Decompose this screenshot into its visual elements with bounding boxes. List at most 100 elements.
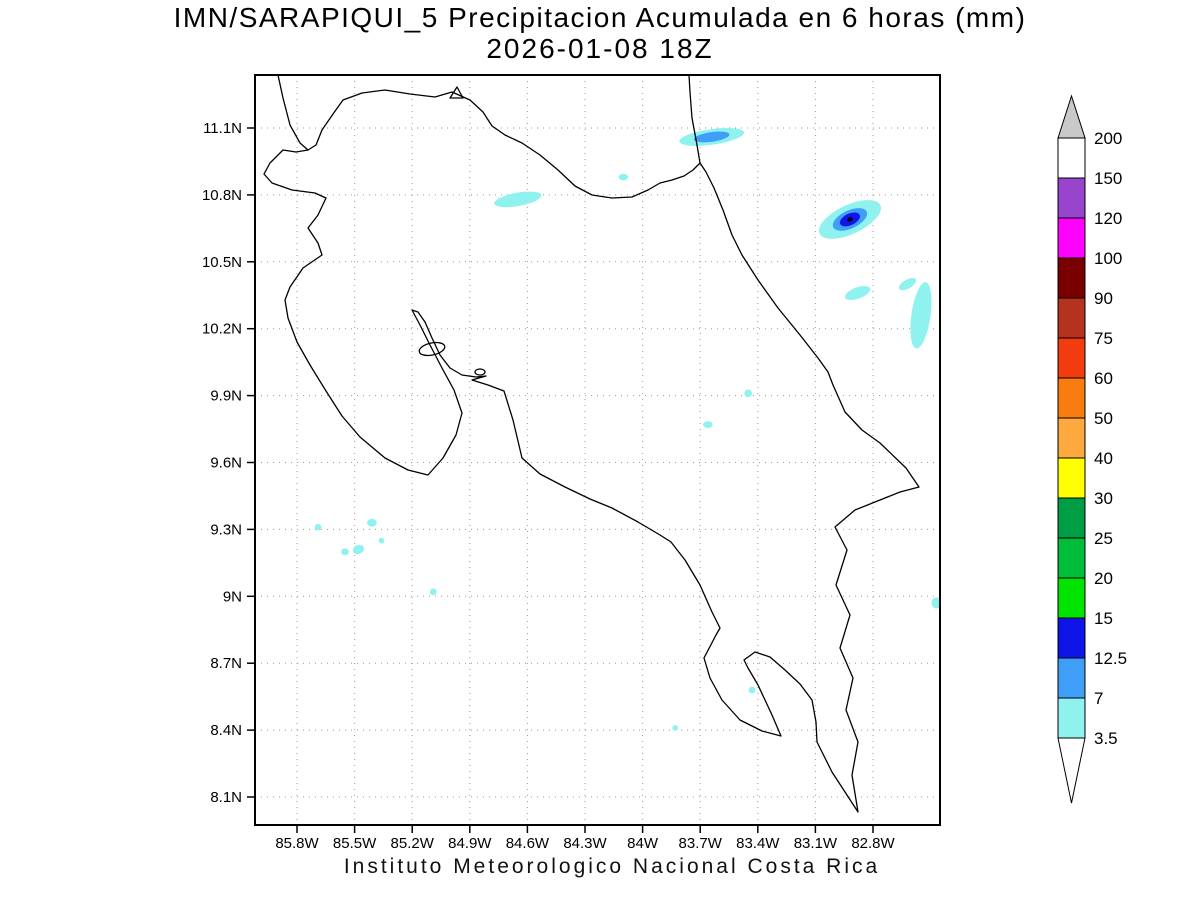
plot-frame [254, 74, 941, 826]
x-tick-label: 85.2W [391, 835, 435, 852]
axis-ticks [247, 127, 874, 833]
x-axis-labels: 85.8W 85.5W 85.2W 84.9W 84.6W 84.3W 84W 83.7W 83… [275, 835, 895, 852]
x-tick-label: 84.9W [448, 835, 492, 852]
precip-cell [910, 282, 932, 349]
colorbar-under-triangle [1057, 737, 1086, 804]
precip-cell [367, 518, 377, 527]
precip-level-2 [693, 131, 730, 143]
precip-cell [818, 200, 882, 239]
colorbar-label: 50 [1094, 409, 1113, 428]
y-tick-label: 9.6N [210, 455, 242, 472]
colorbar-segment [1057, 457, 1086, 499]
x-tick-label: 84.3W [563, 835, 607, 852]
colorbar-label: 25 [1094, 529, 1113, 548]
x-tick-label: 84.6W [506, 835, 550, 852]
colorbar-segment [1057, 297, 1086, 339]
precip-level-1 [844, 286, 871, 300]
y-tick-label: 9.3N [210, 521, 242, 538]
colorbar-label: 40 [1094, 449, 1113, 468]
footer-caption: Instituto Meteorologico Nacional Costa R… [343, 855, 881, 878]
precip-level-1 [703, 421, 713, 428]
plot-valid-time: 2026-01-08 18Z [486, 33, 714, 64]
colorbar-label: 90 [1094, 289, 1113, 308]
precip-level-1 [429, 588, 437, 596]
colorbar-segment [1057, 177, 1086, 219]
colorbar-label: 3.5 [1094, 729, 1118, 748]
x-tick-label: 82.8W [851, 835, 895, 852]
x-tick-label: 85.5W [333, 835, 377, 852]
colorbar-label: 7 [1094, 689, 1103, 708]
colorbar-segment [1057, 497, 1086, 539]
colorbar-segment [1057, 217, 1086, 259]
small-island-outline [474, 368, 486, 376]
precip-cell [341, 548, 349, 556]
precip-level-1 [341, 548, 349, 556]
isla-chira-outline [418, 341, 446, 357]
y-tick-label: 9.9N [210, 388, 242, 405]
colorbar-segment [1057, 137, 1086, 179]
precip-level-1 [748, 686, 756, 694]
precip-cell [429, 588, 437, 596]
colorbar-label: 15 [1094, 609, 1113, 628]
precip-cell [898, 277, 917, 291]
precip-level-1 [367, 518, 377, 527]
precip-cell [748, 686, 756, 694]
colorbar-label: 75 [1094, 329, 1113, 348]
precip-max-marker [847, 217, 853, 222]
colorbar-segment [1057, 537, 1086, 579]
colorbar-label: 60 [1094, 369, 1113, 388]
x-tick-label: 83.1W [794, 835, 838, 852]
colorbar: 200 150 120 100 90 75 60 50 40 30 25 20 15 12.5 7 3.5 [1057, 94, 1127, 804]
coastline-costa-rica [263, 74, 920, 813]
y-tick-label: 11.1N [203, 120, 242, 137]
precip-cell [703, 421, 713, 428]
y-tick-label: 8.7N [210, 655, 242, 672]
colorbar-segment [1057, 337, 1086, 379]
y-tick-label: 10.5N [202, 254, 242, 271]
precip-level-1 [618, 173, 629, 181]
x-tick-label: 85.8W [275, 835, 319, 852]
precip-cell [744, 389, 753, 398]
colorbar-label: 30 [1094, 489, 1113, 508]
precip-cell [314, 523, 322, 531]
y-tick-label: 10.2N [202, 321, 242, 338]
precip-level-1 [352, 544, 365, 555]
precip-cell [672, 725, 679, 731]
precip-level-1 [910, 282, 932, 349]
precip-cell [844, 286, 871, 300]
precipitation-shading [314, 127, 940, 731]
lake-island-triangle [449, 86, 464, 99]
colorbar-segment [1057, 657, 1086, 699]
colorbar-label: 20 [1094, 569, 1113, 588]
precip-level-1 [931, 597, 940, 609]
colorbar-label: 120 [1094, 209, 1122, 228]
y-tick-label: 9N [223, 588, 242, 605]
precip-cell [931, 597, 940, 609]
colorbar-segment [1057, 377, 1086, 419]
colorbar-label: 200 [1094, 129, 1122, 148]
colorbar-segment [1057, 617, 1086, 659]
colorbar-label: 12.5 [1094, 649, 1127, 668]
precip-level-1 [672, 725, 679, 731]
precip-level-1 [898, 277, 917, 291]
precip-cell [352, 544, 365, 555]
x-tick-label: 83.4W [736, 835, 780, 852]
y-axis-labels: 11.1N 10.8N 10.5N 10.2N 9.9N 9.6N 9.3N 9N 8.7N 8.… [202, 120, 242, 806]
colorbar-label: 100 [1094, 249, 1122, 268]
plot-title: IMN/SARAPIQUI_5 Precipitacion Acumulada … [173, 2, 1027, 33]
precip-level-1 [494, 191, 542, 208]
precip-level-1 [378, 537, 385, 544]
precip-cell [679, 127, 745, 146]
nicaragua-border-and-coast [277, 74, 701, 199]
colorbar-segment [1057, 697, 1086, 739]
x-tick-label: 84W [627, 835, 659, 852]
colorbar-segment [1057, 417, 1086, 459]
precip-level-1 [744, 389, 753, 398]
precip-level-1 [314, 523, 322, 531]
colorbar-segment [1057, 577, 1086, 619]
x-tick-label: 83.7W [679, 835, 723, 852]
y-tick-label: 8.1N [210, 789, 242, 806]
graticule [255, 75, 940, 825]
colorbar-label: 150 [1094, 169, 1122, 188]
